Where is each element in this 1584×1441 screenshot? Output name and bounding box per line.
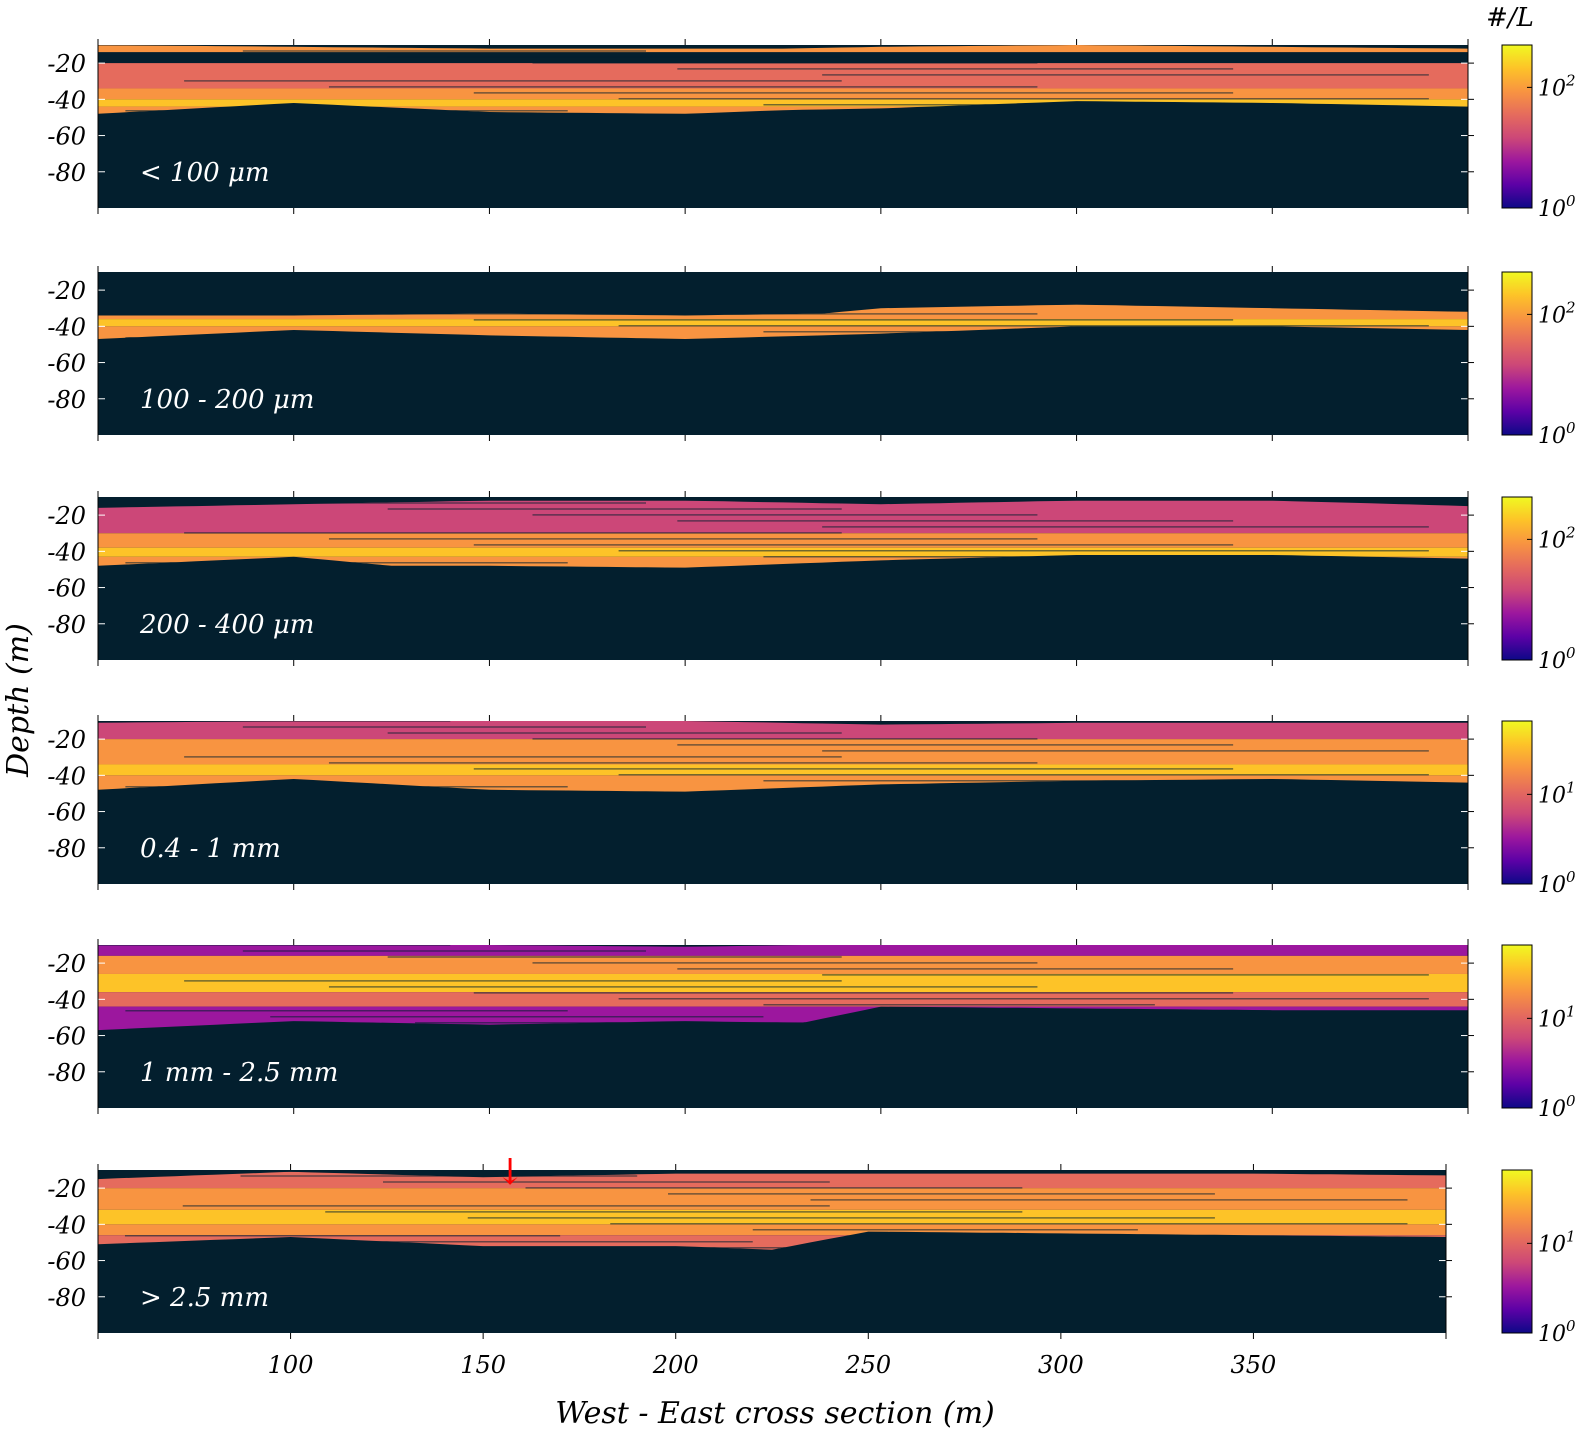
y-tick-label: -60 xyxy=(47,350,86,378)
y-tick-label: -20 xyxy=(47,1175,86,1203)
colorbar-tick-label: 100 xyxy=(1538,644,1576,674)
heatmap-band xyxy=(98,547,1468,557)
panel-6: -20 -40 -60 -80 > 2.5 mm 100 101 100 150 200 250 30… xyxy=(47,1164,1576,1379)
panel-label: 100 - 200 μm xyxy=(140,385,314,415)
panel-label: 200 - 400 μm xyxy=(139,610,314,640)
heatmap-band xyxy=(98,973,1468,993)
panel-label: 0.4 - 1 mm xyxy=(140,834,281,864)
heatmap-band xyxy=(98,45,1468,53)
y-tick-label: -60 xyxy=(47,1023,86,1051)
colorbar xyxy=(1501,1169,1533,1334)
y-tick-label: -80 xyxy=(47,1059,86,1087)
heatmap-band xyxy=(98,721,1468,740)
y-tick-label: -40 xyxy=(47,538,86,566)
y-tick-label: -60 xyxy=(47,799,86,827)
heatmap-layer xyxy=(98,721,1468,792)
heatmap-band xyxy=(98,88,1468,100)
colorbar-tick-label: 102 xyxy=(1538,71,1576,101)
y-tick-label: -40 xyxy=(47,313,86,341)
colorbar xyxy=(1501,271,1533,436)
y-tick-label: -20 xyxy=(47,50,86,78)
panel-background xyxy=(98,272,1468,435)
y-tick-label: -60 xyxy=(47,123,86,151)
y-tick-label: -40 xyxy=(47,986,86,1014)
panel-5: -20 -40 -60 -80 1 mm - 2.5 mm 100 101 xyxy=(47,939,1576,1122)
y-tick-label: -80 xyxy=(47,1284,86,1312)
colorbar-label: #/L xyxy=(1486,3,1534,33)
y-tick-label: -20 xyxy=(47,502,86,530)
colorbar-tick-label: 101 xyxy=(1538,1002,1576,1032)
colorbar xyxy=(1501,496,1533,661)
panel-1: -20 -40 -60 -80 < 100 μm 100 102 xyxy=(47,39,1576,222)
heatmap-band xyxy=(98,556,1468,568)
colorbar-tick-label: 100 xyxy=(1538,868,1576,898)
x-tick-label: 300 xyxy=(1038,1351,1084,1379)
heatmap-band xyxy=(98,63,1468,89)
y-tick-label: -80 xyxy=(47,835,86,863)
panel-2: -20 -40 -60 -80 100 - 200 μm 100 102 xyxy=(47,266,1576,449)
heatmap-band xyxy=(98,945,1468,956)
heatmap-band xyxy=(98,1171,1446,1189)
panel-label: 1 mm - 2.5 mm xyxy=(140,1058,338,1088)
heatmap-band xyxy=(98,99,1468,107)
panel-3: -20 -40 -60 -80 200 - 400 μm 100 102 xyxy=(47,491,1576,674)
y-tick-label: -40 xyxy=(47,1211,86,1239)
panel-label: < 100 μm xyxy=(140,158,270,188)
heatmap-band xyxy=(98,764,1468,776)
x-tick-label: 150 xyxy=(460,1351,506,1379)
x-axis-label: West - East cross section (m) xyxy=(555,1396,994,1431)
heatmap-band xyxy=(98,955,1468,974)
colorbar-tick-label: 101 xyxy=(1538,1227,1576,1257)
y-tick-label: -40 xyxy=(47,762,86,790)
y-axis-label: Depth (m) xyxy=(1,623,36,778)
y-tick-label: -60 xyxy=(47,575,86,603)
x-tick-label: 200 xyxy=(652,1351,699,1379)
y-tick-label: -80 xyxy=(47,611,86,639)
y-tick-label: -80 xyxy=(47,386,86,414)
y-tick-label: -20 xyxy=(47,950,86,978)
heatmap-band xyxy=(98,319,1468,327)
heatmap-band xyxy=(98,739,1468,765)
x-tick-label: 250 xyxy=(844,1351,891,1379)
heatmap-layer xyxy=(98,45,1468,114)
colorbar-tick-label: 100 xyxy=(1538,419,1576,449)
y-tick-label: -40 xyxy=(47,86,86,114)
heatmap-layer xyxy=(98,500,1468,568)
colorbar-tick-label: 100 xyxy=(1538,1317,1576,1347)
colorbar-tick-label: 100 xyxy=(1538,1092,1576,1122)
red-arrow-annotation: ↓ xyxy=(495,1152,525,1193)
y-tick-label: -60 xyxy=(47,1248,86,1276)
colorbar-tick-label: 102 xyxy=(1538,298,1576,328)
colorbar-tick-label: 102 xyxy=(1538,523,1576,553)
y-tick-label: -20 xyxy=(47,726,86,754)
colorbar xyxy=(1501,720,1533,885)
colorbar-tick-label: 100 xyxy=(1538,192,1576,222)
heatmap-band xyxy=(98,106,1468,114)
panel-4: -20 -40 -60 -80 0.4 - 1 mm 100 101 xyxy=(47,715,1576,898)
panel-label: > 2.5 mm xyxy=(140,1283,269,1313)
x-tick-label: 350 xyxy=(1231,1351,1277,1379)
y-tick-label: -80 xyxy=(47,159,86,187)
y-tick-label: -20 xyxy=(47,277,86,305)
x-tick-label: 100 xyxy=(268,1351,314,1379)
colorbar xyxy=(1501,44,1533,209)
colorbar xyxy=(1501,944,1533,1109)
colorbar-tick-label: 101 xyxy=(1538,778,1576,808)
heatmap-band xyxy=(98,500,1468,534)
